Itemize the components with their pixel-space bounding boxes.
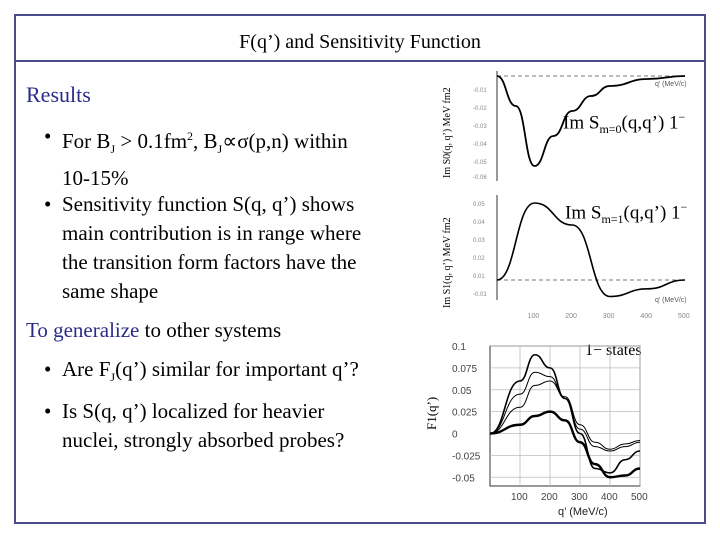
bullet-form-factors: • Are FJ(q’) similar for important q’? [44,357,359,385]
results-heading: Results [26,82,91,107]
plot2-y-tick-labels: 0.05 0.04 0.03 0.02 0.01 -0.01 [473,202,487,298]
slide-frame [14,14,706,524]
svg-text:0.03: 0.03 [473,238,485,244]
plot3-chart: 0.1 0.075 0.05 0.025 0 -0.025 -0.05 100 200 300 4… [452,342,648,518]
generalize-heading: To generalize to other systems [26,318,282,342]
svg-text:0.05: 0.05 [473,202,485,208]
plot3-x-label: q’ (MeV/c) [558,506,608,518]
plot3-series-3 [489,380,641,450]
plot1-ylabel: Im S0(q, q’) MeV fm2 [442,87,453,178]
plot3-ylabel: F1(q’) [424,396,439,430]
plot2-x-tick: 300 [603,313,615,320]
plot3-x-tick: 100 [511,492,528,503]
plot3-y-tick: 0 [452,430,458,441]
slide-title: F(q’) and Sensitivity Function [239,31,481,53]
plot2-side-label: Im Sm=1(q,q’) 1− [565,200,688,227]
plot2-x-tick: 500 [678,313,690,320]
svg-text:-0.01: -0.01 [473,292,487,298]
plot2-x-tick: 400 [640,313,652,320]
plot1-chart: -0.01 -0.02 -0.03 -0.04 -0.05 -0.06 q’ (MeV/… [473,71,687,181]
plot3-series-4 [489,410,641,479]
plot2-ylabel: Im S1(q, q’) MeV fm2 [442,217,453,308]
bullet-sensitivity: • Sensitivity function S(q, q’) shows ma… [44,192,362,303]
plot2-x-tick: 200 [565,313,577,320]
svg-text:-0.03: -0.03 [473,124,487,130]
svg-text:-0.01: -0.01 [473,88,487,94]
plot1-series-line [496,75,686,167]
bullet-heavier-nuclei: • Is S(q, q’) localized for heavier nucl… [44,399,345,452]
svg-text:-0.06: -0.06 [473,175,487,181]
svg-text:-0.02: -0.02 [473,106,487,112]
bullet-breit-factor: • For BJ > 0.1fm2, BJ∝σ(p,n) within 10-1… [44,124,348,191]
plot2-series-line [496,202,686,298]
plot2-x-hint: q’ (MeV/c) [655,297,687,304]
bullet-dot: • [44,399,52,423]
plot3-gridlines [490,345,641,486]
svg-text:0.02: 0.02 [473,256,485,262]
plot3-y-tick: -0.025 [452,451,481,462]
plot3-y-tick-labels: 0.1 0.075 0.05 0.025 0 -0.025 -0.05 [452,342,481,484]
plot3-y-tick: -0.05 [452,473,475,484]
plot3-x-tick-labels: 100 200 300 400 500 [511,492,648,503]
svg-text:0.01: 0.01 [473,274,485,280]
title-divider [14,60,706,62]
plot1-x-hint: q’ (MeV/c) [655,81,687,88]
svg-text:0.04: 0.04 [473,220,485,226]
plot1-y-tick-labels: -0.01 -0.02 -0.03 -0.04 -0.05 -0.06 [473,88,487,181]
plot3-x-tick: 400 [601,492,618,503]
plot2-x-tick: 100 [528,313,540,320]
plot1-side-label: Im Sm=0(q,q’) 1− [563,110,686,137]
plot3-y-tick: 0.075 [452,364,477,375]
plot2-x-tick-labels: 100 200 300 400 500 [528,313,690,320]
plot3-series-2 [489,371,641,452]
plot3-y-tick: 0.025 [452,408,477,419]
svg-text:-0.04: -0.04 [473,142,487,148]
plot3-y-tick: 0.05 [452,386,472,397]
bullet-dot: • [44,357,52,381]
plot3-x-tick: 200 [541,492,558,503]
plot3-x-tick: 300 [571,492,588,503]
bullet-dot: • [44,124,52,148]
bullet-dot: • [44,192,52,216]
plot2-chart: 0.05 0.04 0.03 0.02 0.01 -0.01 100 200 300 400 5… [473,195,690,320]
plot3-y-tick: 0.1 [452,342,466,353]
svg-text:-0.05: -0.05 [473,160,487,166]
plot3-x-tick: 500 [631,492,648,503]
